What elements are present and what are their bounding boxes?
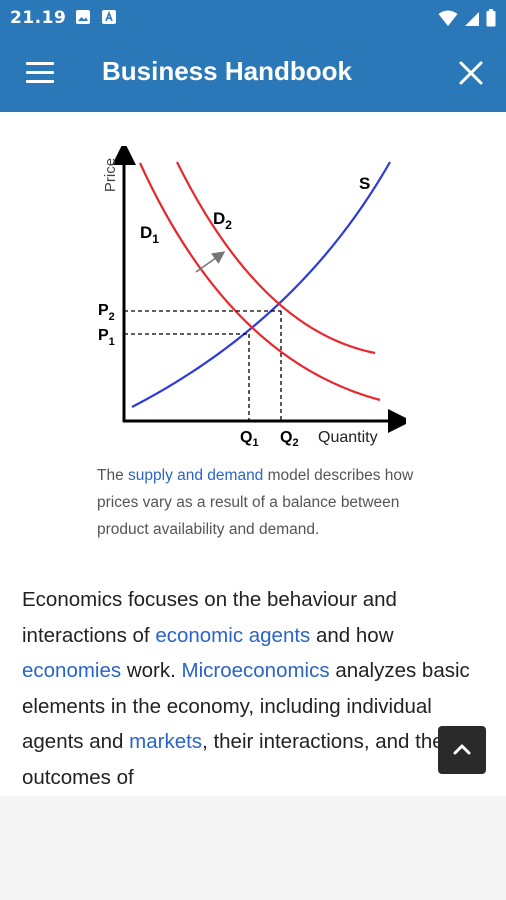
caption-text: The	[97, 467, 129, 484]
app-bar: Business Handbook	[0, 36, 506, 112]
q1-label: Q1	[240, 429, 259, 449]
chevron-up-icon	[453, 744, 471, 755]
figure-caption: The supply and demand model describes ho…	[97, 462, 417, 543]
paragraph-text: and how	[310, 623, 394, 647]
paragraph-text: , their interactions, and the outcomes o…	[22, 730, 444, 789]
status-time: 21.19	[10, 8, 67, 28]
demand-curve-d2	[176, 161, 376, 355]
caption-text: model describes how prices vary as a res…	[97, 467, 414, 538]
paragraph-text: work.	[121, 659, 182, 682]
paragraph-text: Economics focuses on the behaviour and i…	[22, 588, 397, 647]
close-icon[interactable]	[458, 60, 484, 86]
markets-link[interactable]: markets	[129, 730, 203, 753]
supply-and-demand-link[interactable]: supply and demand	[128, 467, 264, 484]
d2-label: D2	[213, 209, 232, 232]
cut-off-text-line	[120, 112, 450, 115]
wifi-icon	[438, 10, 458, 26]
d1-label: D1	[140, 223, 159, 246]
q2-label: Q2	[280, 429, 299, 449]
economies-link[interactable]: economies	[22, 659, 122, 682]
supply-curve	[131, 161, 391, 408]
article-content: Price Quantity S D1 D2 P2 P1 Q1 Q2 The s…	[0, 112, 506, 796]
economic-agents-link[interactable]: economic agents	[155, 623, 311, 647]
signal-icon	[465, 11, 479, 26]
microeconomics-link[interactable]: Microeconomics	[181, 659, 330, 682]
supply-demand-figure: Price Quantity S D1 D2 P2 P1 Q1 Q2	[98, 146, 406, 449]
x-axis-label: Quantity	[318, 429, 378, 446]
demand-curve-d1	[138, 162, 381, 402]
scroll-to-top-button[interactable]	[438, 726, 486, 774]
shift-arrow	[195, 251, 226, 273]
battery-icon	[486, 9, 496, 27]
app-notification-icon	[102, 10, 116, 24]
image-icon	[76, 10, 90, 24]
p1-label: P1	[98, 327, 115, 348]
article-paragraph: Economics focuses on the behaviour and i…	[22, 582, 492, 795]
y-axis-label: Price	[102, 158, 119, 192]
paragraph-text: analyzes basic elements in the economy, …	[22, 659, 470, 753]
app-title: Business Handbook	[102, 56, 352, 86]
menu-icon[interactable]	[26, 62, 54, 86]
p2-label: P2	[98, 302, 115, 323]
supply-label: S	[359, 174, 370, 193]
status-bar: 21.19	[0, 0, 506, 36]
